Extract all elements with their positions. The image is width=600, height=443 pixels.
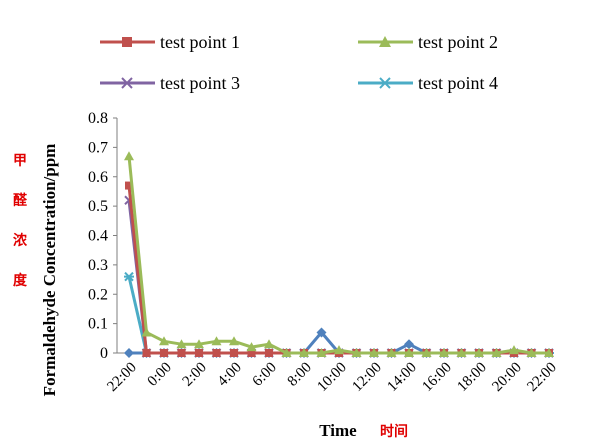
data-point bbox=[316, 327, 327, 338]
x-tick-label: 16:00 bbox=[419, 360, 454, 395]
data-point bbox=[124, 151, 134, 161]
data-point bbox=[176, 339, 187, 349]
data-point bbox=[230, 349, 238, 357]
y-axis-label: Formaldehyde Concentration/ppm bbox=[40, 144, 59, 397]
series-line bbox=[127, 156, 549, 355]
series-line bbox=[127, 276, 549, 355]
legend-marker bbox=[122, 37, 132, 47]
data-point bbox=[177, 349, 186, 357]
legend-label: test point 1 bbox=[160, 32, 240, 52]
data-point bbox=[491, 348, 502, 357]
x-tick-label: 14:00 bbox=[384, 360, 419, 395]
x-tick-label: 10:00 bbox=[314, 360, 349, 395]
legend-label: test point 2 bbox=[418, 32, 498, 52]
data-point bbox=[211, 336, 222, 346]
series-layer bbox=[124, 151, 554, 358]
data-point bbox=[526, 348, 537, 357]
data-point bbox=[404, 348, 414, 357]
legend-item: test point 2 bbox=[358, 32, 498, 52]
y-tick-label: 0.6 bbox=[88, 169, 108, 186]
data-point bbox=[159, 336, 169, 346]
data-point bbox=[212, 349, 221, 357]
y-axis-label-chinese-char: 浓 bbox=[13, 232, 28, 249]
legend-item: test point 1 bbox=[100, 32, 240, 52]
y-tick-label: 0.5 bbox=[88, 198, 108, 215]
y-axis-label-chinese-char: 甲 bbox=[13, 153, 27, 169]
series-line bbox=[127, 200, 549, 355]
x-ticks: 22:00 0:00 2:00 4:00 6:00 8:00 10:00 12:00 14:00… bbox=[104, 353, 560, 395]
x-axis-label: Time bbox=[319, 421, 357, 440]
data-point bbox=[474, 348, 484, 357]
x-tick-label: 2:00 bbox=[180, 360, 210, 390]
legend-marker bbox=[379, 77, 391, 89]
data-point bbox=[281, 348, 292, 357]
data-point bbox=[124, 271, 134, 282]
legend-label: test point 4 bbox=[418, 73, 498, 93]
y-ticks: 0 0.1 0.2 0.3 0.4 0.5 0.6 0.7 0.8 bbox=[88, 110, 117, 362]
data-point bbox=[264, 339, 274, 349]
series-1 bbox=[125, 181, 553, 357]
legend-marker bbox=[379, 36, 391, 47]
data-point bbox=[265, 349, 273, 357]
data-point bbox=[456, 348, 467, 357]
data-point bbox=[386, 348, 397, 357]
data-point bbox=[439, 348, 449, 357]
data-point bbox=[247, 349, 256, 357]
data-point bbox=[195, 349, 203, 357]
y-tick-label: 0.1 bbox=[88, 316, 108, 333]
data-point bbox=[160, 349, 168, 357]
data-point bbox=[404, 339, 414, 350]
y-tick-label: 0.8 bbox=[88, 110, 108, 127]
data-point bbox=[351, 348, 362, 357]
x-tick-label: 0:00 bbox=[145, 360, 175, 390]
x-tick-label: 4:00 bbox=[215, 360, 245, 390]
data-point bbox=[142, 349, 151, 357]
legend-item: test point 3 bbox=[100, 73, 240, 93]
data-point bbox=[229, 336, 239, 346]
y-axis-label-chinese-char: 度 bbox=[13, 272, 28, 289]
legend-label: test point 3 bbox=[160, 73, 240, 93]
data-point bbox=[246, 342, 257, 352]
legend-item: test point 4 bbox=[358, 73, 498, 93]
y-tick-label: 0.2 bbox=[88, 286, 108, 303]
data-point bbox=[125, 181, 133, 190]
data-point bbox=[369, 348, 379, 357]
legend-marker bbox=[121, 77, 133, 89]
plot-area: 00.10.20.30.40.50.60.70.8 22:00 0:00 2:00 4… bbox=[88, 110, 560, 395]
y-tick-label: 0.4 bbox=[88, 228, 108, 245]
y-tick-label: 0.7 bbox=[88, 139, 108, 156]
y-tick-label: 0 bbox=[100, 345, 108, 362]
x-tick-label: 20:00 bbox=[489, 360, 524, 395]
series-3 bbox=[124, 195, 554, 358]
data-point bbox=[544, 348, 554, 357]
series-line bbox=[127, 185, 549, 355]
data-point bbox=[421, 348, 432, 357]
data-point bbox=[124, 348, 134, 358]
data-point bbox=[141, 327, 152, 337]
x-axis-label-chinese: 时间 bbox=[380, 423, 408, 440]
x-tick-label: 6:00 bbox=[250, 360, 280, 390]
x-tick-label: 22:00 bbox=[524, 360, 559, 395]
data-point bbox=[299, 348, 309, 357]
data-point bbox=[316, 348, 327, 357]
x-tick-label: 8:00 bbox=[285, 360, 315, 390]
x-tick-label: 18:00 bbox=[454, 360, 489, 395]
series-2 bbox=[124, 151, 554, 357]
y-tick-label: 0.3 bbox=[88, 257, 108, 274]
data-point bbox=[509, 345, 519, 355]
data-point bbox=[334, 345, 344, 355]
legend: test point 1 test point 2 test point 3 test… bbox=[100, 32, 498, 93]
x-tick-label: 12:00 bbox=[349, 360, 384, 395]
y-axis-label-chinese-char: 醛 bbox=[13, 192, 28, 209]
data-point bbox=[194, 339, 204, 349]
x-tick-label: 22:00 bbox=[104, 360, 139, 395]
